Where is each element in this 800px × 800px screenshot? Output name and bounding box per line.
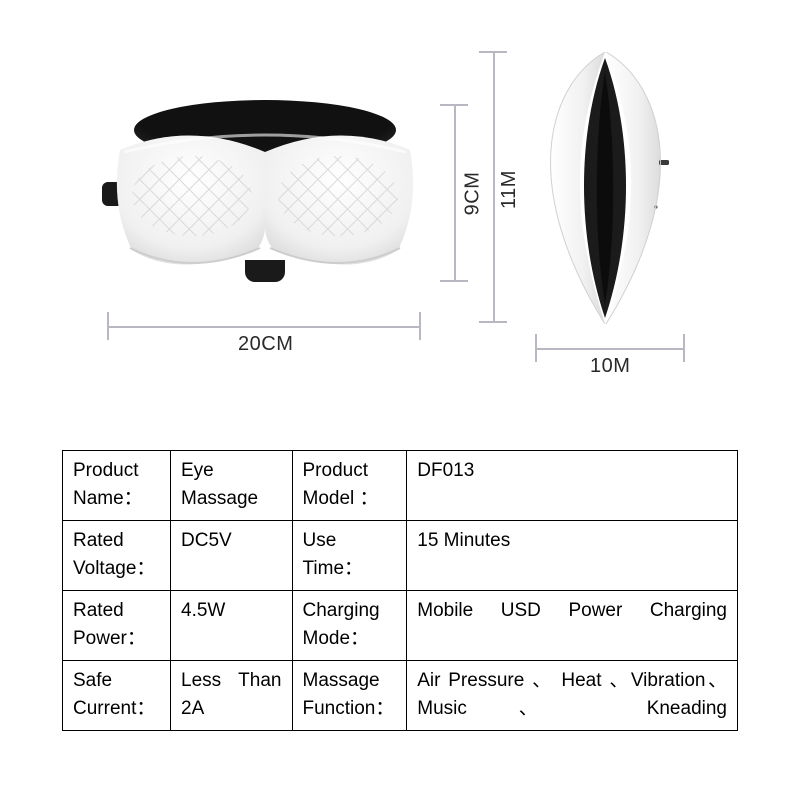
device-front-view bbox=[110, 130, 420, 275]
spec-key: Rated Voltage： bbox=[63, 521, 171, 591]
dim-cap bbox=[440, 104, 468, 106]
spec-value: Less Than 2A bbox=[171, 661, 293, 731]
dim-label-fold-height: 11M bbox=[498, 170, 521, 209]
product-illustration: 20CM 9CM bbox=[0, 0, 800, 420]
device-folded-view bbox=[528, 52, 683, 324]
dim-line-front-width bbox=[108, 326, 420, 328]
dim-cap bbox=[107, 312, 109, 340]
spec-table: Product Name：Eye MassageProduct Model ：D… bbox=[62, 450, 738, 731]
spec-key: Rated Power： bbox=[63, 591, 171, 661]
spec-value: 4.5W bbox=[171, 591, 293, 661]
dim-label-fold-width: 10M bbox=[590, 355, 630, 378]
spec-value: DC5V bbox=[171, 521, 293, 591]
dim-line-front-height bbox=[454, 105, 456, 281]
dim-cap bbox=[479, 321, 507, 323]
spec-key: Product Name： bbox=[63, 451, 171, 521]
spec-key: Safe Current： bbox=[63, 661, 171, 731]
table-row: Safe Current：Less Than 2AMassage Functio… bbox=[63, 661, 738, 731]
spec-key: Product Model ： bbox=[292, 451, 407, 521]
table-row: Product Name：Eye MassageProduct Model ：D… bbox=[63, 451, 738, 521]
spec-value: 15 Minutes bbox=[407, 521, 738, 591]
dim-line-fold-width bbox=[536, 348, 684, 350]
device-nose-bridge bbox=[245, 260, 285, 282]
dim-label-front-width: 20CM bbox=[238, 333, 293, 356]
dim-cap bbox=[535, 334, 537, 362]
dim-cap bbox=[440, 280, 468, 282]
spec-value: DF013 bbox=[407, 451, 738, 521]
dim-line-fold-height bbox=[493, 52, 495, 322]
spec-key: Charging Mode： bbox=[292, 591, 407, 661]
table-row: Rated Power：4.5WCharging Mode：Mobile USD… bbox=[63, 591, 738, 661]
dim-cap bbox=[683, 334, 685, 362]
spec-key: Use Time： bbox=[292, 521, 407, 591]
spec-value: Mobile USD Power Charging bbox=[407, 591, 738, 661]
table-row: Rated Voltage：DC5VUse Time：15 Minutes bbox=[63, 521, 738, 591]
spec-key: Massage Function： bbox=[292, 661, 407, 731]
spec-table-grid: Product Name：Eye MassageProduct Model ：D… bbox=[62, 450, 738, 731]
device-body bbox=[110, 130, 420, 275]
page: 20CM 9CM bbox=[0, 0, 800, 800]
spec-value: Eye Massage bbox=[171, 451, 293, 521]
dim-cap bbox=[479, 51, 507, 53]
dim-label-front-height: 9CM bbox=[461, 172, 484, 216]
dim-cap bbox=[419, 312, 421, 340]
spec-value: Air Pressure 、 Heat 、Vibration、Music、 Kn… bbox=[407, 661, 738, 731]
